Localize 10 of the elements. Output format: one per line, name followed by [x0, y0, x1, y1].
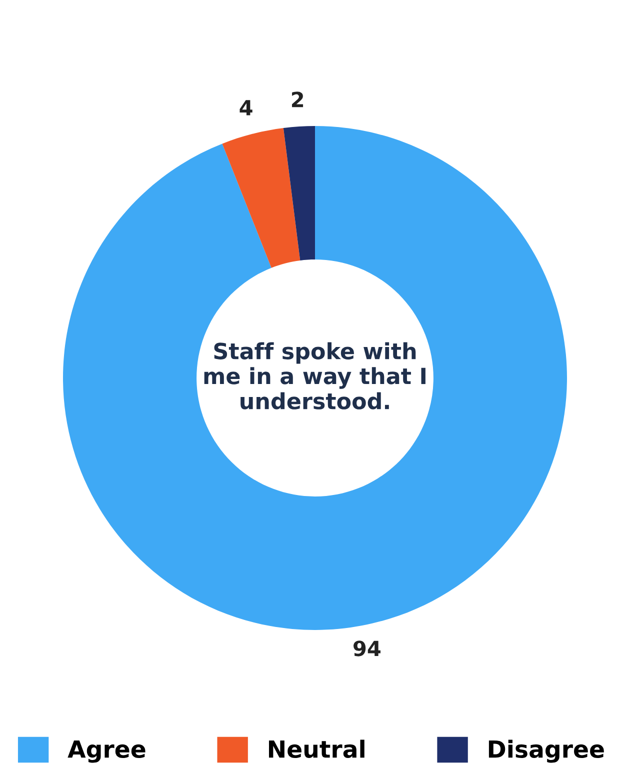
data-label: 4: [240, 100, 252, 116]
legend-label: Agree: [68, 740, 146, 763]
text: Staff spoke with me in a way that I understood.: [204, 342, 426, 410]
donut-slice: [63, 126, 567, 630]
donut-slice: [283, 126, 315, 260]
legend-label: Disagree: [488, 740, 604, 763]
data-label: 2: [292, 92, 304, 108]
legend-label: Neutral: [268, 740, 364, 758]
donut-slice: [222, 128, 300, 268]
data-label: 94: [354, 640, 380, 656]
